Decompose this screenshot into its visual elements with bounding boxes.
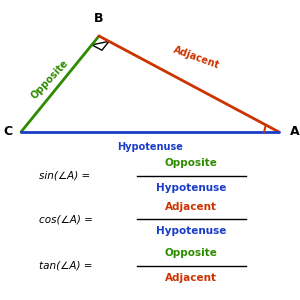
- Text: cos(∠A) =: cos(∠A) =: [39, 214, 93, 224]
- Text: Hypotenuse: Hypotenuse: [156, 183, 226, 193]
- Text: Adjacent: Adjacent: [172, 44, 221, 70]
- Text: C: C: [3, 125, 12, 139]
- Text: Opposite: Opposite: [165, 158, 218, 168]
- Text: B: B: [94, 13, 104, 26]
- Text: tan(∠A) =: tan(∠A) =: [39, 260, 92, 271]
- Text: A: A: [290, 125, 299, 139]
- Text: Hypotenuse: Hypotenuse: [117, 142, 183, 152]
- Text: Adjacent: Adjacent: [165, 202, 217, 212]
- Text: sin(∠A) =: sin(∠A) =: [39, 170, 90, 181]
- Text: Opposite: Opposite: [29, 58, 70, 101]
- Text: Opposite: Opposite: [165, 248, 218, 258]
- Text: Adjacent: Adjacent: [165, 273, 217, 283]
- Text: Hypotenuse: Hypotenuse: [156, 226, 226, 236]
